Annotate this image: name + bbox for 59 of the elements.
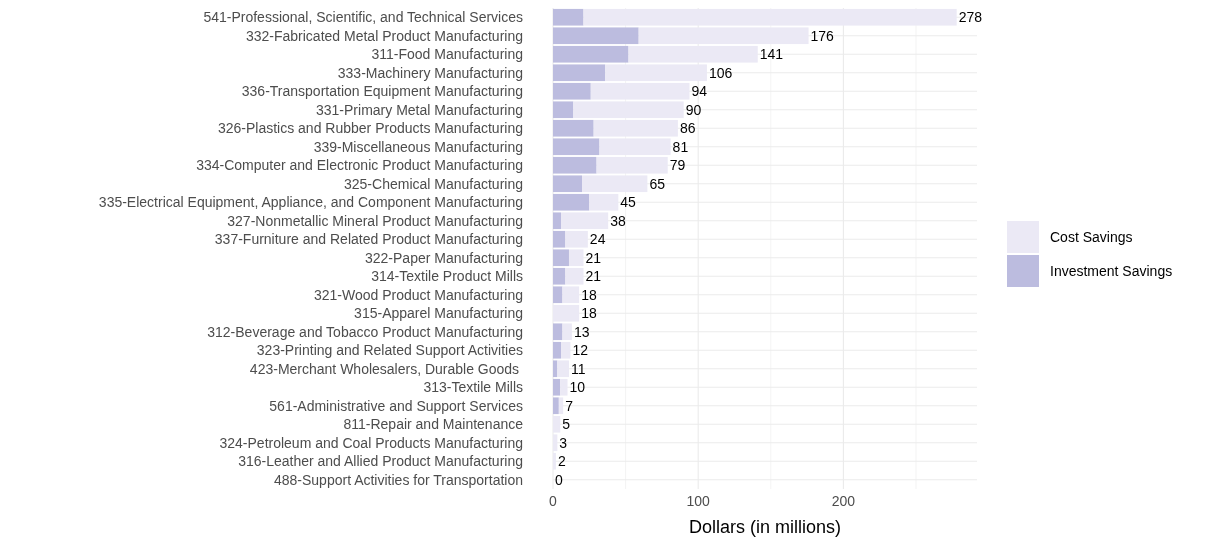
x-tick-label: 200 [831, 493, 856, 509]
y-tick-label: 488-Support Activities for Transportation [273, 471, 523, 488]
total-label: 3 [559, 434, 568, 451]
x-axis-title: Dollars (in millions) [688, 517, 842, 537]
total-label: 81 [672, 138, 689, 155]
total-label: 11 [570, 360, 586, 377]
total-label: 90 [685, 101, 702, 118]
total-label: 0 [555, 471, 563, 488]
y-tick-label: 327-Nonmetallic Mineral Product Manufacturing [227, 212, 523, 229]
total-label: 5 [562, 416, 571, 433]
y-tick-label: 316-Leather and Allied Product Manufacturing [238, 453, 523, 470]
total-label: 86 [679, 120, 696, 137]
total-label: 18 [581, 305, 597, 322]
y-tick-label: 322-Paper Manufacturing [365, 249, 523, 266]
total-label: 13 [573, 323, 590, 340]
total-label: 65 [649, 175, 666, 192]
y-tick-label: 314-Textile Product Mills [371, 268, 523, 285]
y-tick-label: 332-Fabricated Metal Product Manufacturing [245, 27, 523, 44]
total-label: 10 [569, 379, 586, 396]
y-tick-label: 423-Merchant Wholesalers, Durable Goods [249, 360, 523, 377]
x-tick-label: 100 [686, 493, 711, 509]
y-tick-label: 324-Petroleum and Coal Products Manufacturing [219, 434, 523, 451]
y-tick-label: 334-Computer and Electronic Product Manufacturing [196, 157, 523, 174]
y-tick-label: 337-Furniture and Related Product Manufacturing [214, 231, 523, 248]
y-tick-label: 325-Chemical Manufacturing [344, 175, 523, 192]
total-label: 45 [620, 194, 637, 211]
total-label: 21 [585, 268, 602, 285]
legend-label: Cost Savings [1050, 228, 1133, 245]
total-label: 24 [589, 231, 606, 248]
total-label: 79 [669, 157, 686, 174]
y-tick-label: 333-Machinery Manufacturing [337, 64, 523, 81]
total-label: 2 [557, 453, 566, 470]
y-tick-label: 312-Beverage and Tobacco Product Manufacturing [207, 323, 523, 340]
y-tick-label: 321-Wood Product Manufacturing [313, 286, 523, 303]
y-tick-label: 326-Plastics and Rubber Products Manufacturing [217, 120, 523, 137]
total-label: 21 [585, 249, 602, 266]
y-tick-label: 331-Primary Metal Manufacturing [316, 101, 523, 118]
total-label: 18 [581, 286, 597, 303]
total-label: 94 [691, 83, 708, 100]
y-tick-label: 339-Miscellaneous Manufacturing [313, 138, 523, 155]
total-label: 141 [759, 46, 784, 63]
y-tick-label: 541-Professional, Scientific, and Technical Services [203, 9, 523, 26]
y-tick-label: 315-Apparel Manufacturing [354, 305, 523, 322]
total-label: 176 [810, 27, 835, 44]
y-tick-label: 335-Electrical Equipment, Appliance, and Component Manufacturing [98, 194, 523, 211]
total-label: 12 [572, 342, 589, 359]
total-label: 38 [610, 212, 626, 229]
total-label: 106 [708, 64, 733, 81]
y-tick-label: 561-Administrative and Support Services [269, 397, 523, 414]
x-tick-label: 0 [549, 493, 558, 509]
bar [553, 323, 563, 341]
total-label: 278 [958, 9, 983, 26]
legend-label: Investment Savings [1050, 262, 1173, 279]
y-tick-label: 313-Textile Mills [423, 379, 523, 396]
y-tick-label: 336-Transportation Equipment Manufacturing [241, 83, 523, 100]
y-tick-label: 311-Food Manufacturing [371, 46, 523, 63]
y-tick-label: 811-Repair and Maintenance [343, 416, 524, 433]
y-tick-label: 323-Printing and Related Support Activities [256, 342, 523, 359]
total-label: 7 [565, 397, 574, 414]
